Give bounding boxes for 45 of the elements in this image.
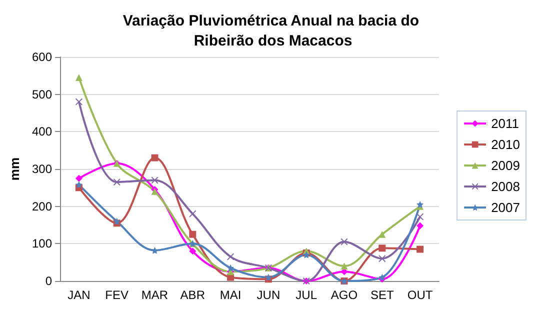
x-tick-label: SET (370, 288, 394, 302)
point (113, 178, 120, 186)
x-tick-label: MAI (220, 288, 242, 302)
point (75, 74, 82, 82)
point (227, 264, 234, 272)
point (75, 181, 82, 188)
y-tick-label: 200 (32, 199, 52, 214)
x-tick-label: ABR (180, 288, 206, 302)
point (340, 238, 348, 246)
point (378, 230, 386, 238)
y-tick-label: 300 (32, 162, 52, 176)
x-tick-label: FEV (105, 288, 129, 302)
point (189, 210, 196, 218)
x-tick-label: JAN (68, 288, 90, 302)
legend-label: 2010 (491, 137, 520, 152)
legend-label: 2009 (491, 158, 520, 173)
point (75, 174, 82, 182)
x-tick-label: MAR (141, 288, 168, 302)
point (378, 255, 386, 262)
y-tick-label: 500 (32, 87, 52, 102)
point (416, 222, 424, 230)
y-tick-label: 0 (45, 274, 52, 288)
point (75, 98, 82, 106)
legend-label: 2011 (491, 116, 520, 131)
x-tick-label: OUT (407, 288, 434, 302)
point (151, 154, 158, 162)
y-tick-label: 400 (32, 124, 52, 139)
y-tick-label: 600 (32, 50, 52, 64)
legend-label: 2008 (491, 179, 520, 194)
legend-label: 2007 (491, 200, 520, 215)
point (416, 213, 424, 220)
point (151, 176, 158, 184)
x-tick-label: AGO (330, 288, 358, 302)
point (151, 246, 158, 254)
x-tick-label: JUN (256, 288, 280, 302)
point (227, 253, 234, 260)
y-axis-title: mm (7, 157, 22, 181)
point (189, 230, 196, 238)
y-tick-label: 100 (32, 236, 52, 251)
chart-title: Variação Pluviométrica Anual na bacia do Ribeirão dos Macacos (122, 12, 424, 50)
point (416, 246, 424, 253)
point (340, 262, 348, 270)
x-tick-label: JUL (296, 288, 318, 302)
point (189, 248, 196, 255)
point (378, 244, 386, 252)
